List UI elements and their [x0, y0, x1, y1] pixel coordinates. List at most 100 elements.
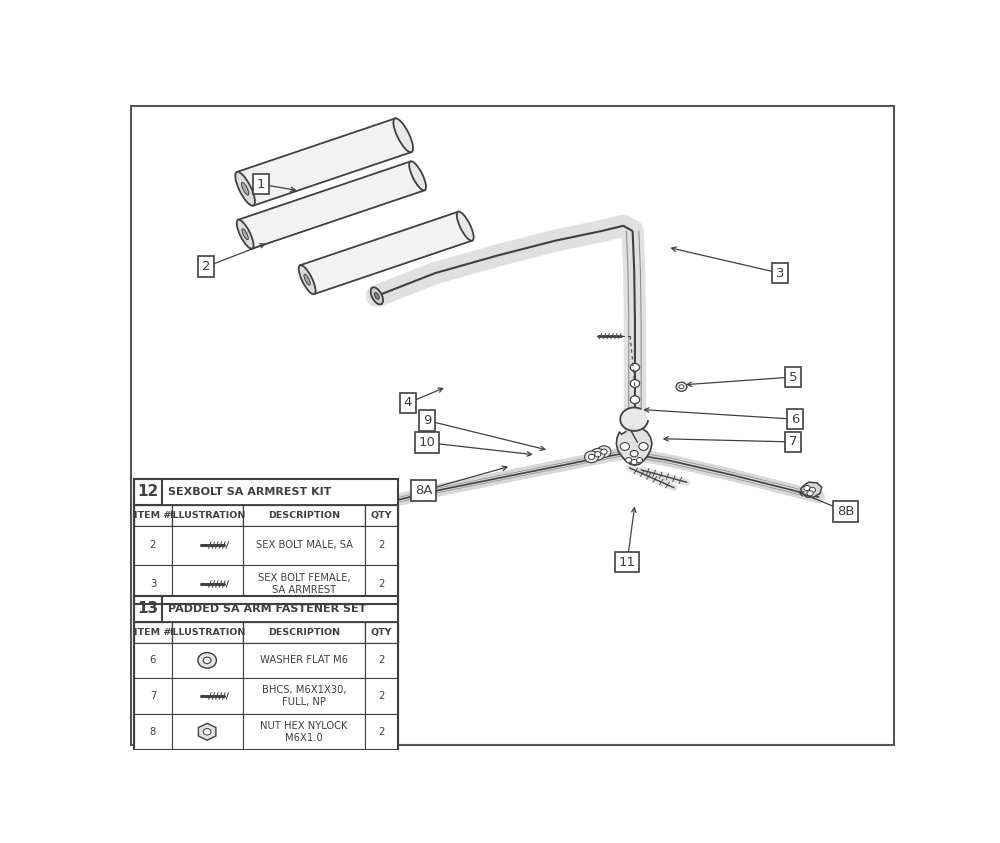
- FancyBboxPatch shape: [365, 622, 398, 642]
- Text: 6: 6: [150, 655, 156, 665]
- Text: 10: 10: [419, 436, 436, 449]
- FancyBboxPatch shape: [243, 622, 365, 642]
- Text: 8: 8: [150, 727, 156, 737]
- Text: QTY: QTY: [371, 628, 392, 636]
- Polygon shape: [616, 427, 652, 465]
- Text: BHCS, M6X1X30,
FULL, NP: BHCS, M6X1X30, FULL, NP: [262, 685, 346, 707]
- FancyBboxPatch shape: [243, 505, 365, 526]
- Circle shape: [631, 459, 637, 464]
- FancyBboxPatch shape: [172, 642, 243, 679]
- Circle shape: [597, 446, 611, 458]
- Circle shape: [804, 486, 810, 491]
- Polygon shape: [620, 407, 648, 431]
- Text: 9: 9: [423, 414, 431, 427]
- Circle shape: [588, 454, 595, 459]
- Text: 2: 2: [378, 691, 385, 701]
- Text: SEXBOLT SA ARMREST KIT: SEXBOLT SA ARMREST KIT: [168, 487, 332, 497]
- Text: ILLUSTRATION: ILLUSTRATION: [169, 511, 245, 520]
- Ellipse shape: [457, 212, 474, 241]
- Ellipse shape: [299, 266, 316, 294]
- Circle shape: [595, 452, 601, 457]
- Text: 13: 13: [138, 601, 159, 616]
- Text: SEX BOLT FEMALE,
SA ARMREST: SEX BOLT FEMALE, SA ARMREST: [258, 573, 350, 595]
- FancyBboxPatch shape: [134, 714, 172, 749]
- Text: NUT HEX NYLOCK
M6X1.0: NUT HEX NYLOCK M6X1.0: [260, 721, 348, 743]
- Circle shape: [637, 458, 643, 463]
- Polygon shape: [300, 212, 472, 294]
- Text: 2: 2: [378, 540, 385, 550]
- Text: QTY: QTY: [371, 511, 392, 520]
- Text: 5: 5: [789, 371, 797, 384]
- Ellipse shape: [393, 118, 413, 153]
- Circle shape: [639, 443, 648, 450]
- FancyBboxPatch shape: [134, 479, 162, 505]
- Circle shape: [630, 379, 640, 388]
- FancyBboxPatch shape: [172, 679, 243, 714]
- Circle shape: [679, 384, 684, 389]
- Circle shape: [630, 363, 640, 371]
- Text: 11: 11: [619, 556, 636, 568]
- Circle shape: [620, 443, 630, 450]
- Ellipse shape: [371, 287, 383, 304]
- FancyBboxPatch shape: [134, 622, 172, 642]
- Polygon shape: [238, 161, 425, 249]
- Text: ITEM #: ITEM #: [134, 628, 172, 636]
- Text: ITEM #: ITEM #: [134, 511, 172, 520]
- Circle shape: [203, 658, 211, 663]
- Polygon shape: [198, 723, 216, 740]
- Circle shape: [198, 652, 216, 668]
- Ellipse shape: [304, 274, 310, 285]
- Circle shape: [591, 448, 605, 460]
- FancyBboxPatch shape: [134, 596, 398, 622]
- FancyBboxPatch shape: [243, 714, 365, 749]
- Polygon shape: [801, 482, 822, 497]
- FancyBboxPatch shape: [365, 505, 398, 526]
- FancyBboxPatch shape: [172, 565, 243, 604]
- FancyBboxPatch shape: [243, 679, 365, 714]
- Ellipse shape: [237, 220, 254, 249]
- Text: DESCRIPTION: DESCRIPTION: [268, 628, 340, 636]
- Text: 2: 2: [378, 727, 385, 737]
- Text: 2: 2: [378, 655, 385, 665]
- FancyBboxPatch shape: [365, 679, 398, 714]
- FancyBboxPatch shape: [172, 622, 243, 642]
- Text: DESCRIPTION: DESCRIPTION: [268, 511, 340, 520]
- FancyBboxPatch shape: [365, 642, 398, 679]
- Text: 12: 12: [138, 485, 159, 499]
- Ellipse shape: [242, 228, 248, 239]
- Circle shape: [626, 458, 632, 463]
- FancyBboxPatch shape: [134, 505, 172, 526]
- Ellipse shape: [374, 293, 379, 299]
- Text: 1: 1: [256, 178, 265, 191]
- Ellipse shape: [241, 182, 249, 195]
- Text: 6: 6: [791, 413, 800, 426]
- Text: 8B: 8B: [837, 505, 854, 518]
- Ellipse shape: [324, 513, 337, 521]
- Circle shape: [630, 396, 640, 404]
- Ellipse shape: [235, 172, 255, 206]
- FancyBboxPatch shape: [365, 714, 398, 749]
- Text: 8A: 8A: [415, 484, 432, 497]
- FancyBboxPatch shape: [134, 526, 172, 565]
- FancyBboxPatch shape: [243, 565, 365, 604]
- Text: 3: 3: [150, 579, 156, 589]
- Text: 2: 2: [150, 540, 156, 550]
- Circle shape: [809, 487, 816, 492]
- Text: 3: 3: [776, 266, 784, 280]
- Text: PADDED SA ARM FASTENER SET: PADDED SA ARM FASTENER SET: [168, 604, 367, 614]
- FancyBboxPatch shape: [172, 505, 243, 526]
- FancyBboxPatch shape: [134, 565, 172, 604]
- FancyBboxPatch shape: [172, 526, 243, 565]
- FancyBboxPatch shape: [172, 714, 243, 749]
- Text: WASHER FLAT M6: WASHER FLAT M6: [260, 655, 348, 665]
- FancyBboxPatch shape: [134, 596, 162, 622]
- Circle shape: [807, 491, 813, 496]
- FancyBboxPatch shape: [243, 526, 365, 565]
- Circle shape: [601, 449, 607, 454]
- FancyBboxPatch shape: [365, 526, 398, 565]
- Text: 7: 7: [150, 691, 156, 701]
- Circle shape: [585, 451, 599, 463]
- Ellipse shape: [409, 161, 426, 191]
- FancyBboxPatch shape: [243, 642, 365, 679]
- Text: SEX BOLT MALE, SA: SEX BOLT MALE, SA: [256, 540, 353, 550]
